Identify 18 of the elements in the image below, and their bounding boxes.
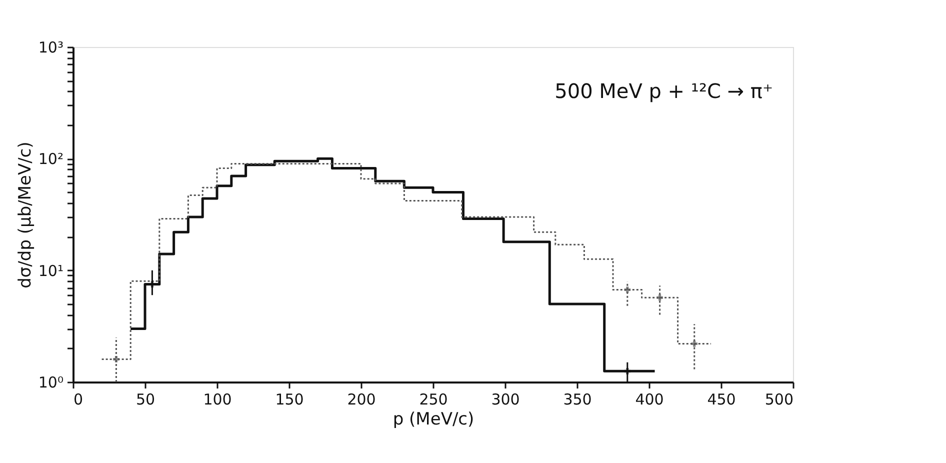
y-axis-title: dσ/dp (μb/MeV/c) [15, 142, 36, 288]
x-tick-label: 350 [563, 390, 592, 408]
x-tick-label: 100 [203, 390, 232, 408]
annotation: 500 MeV p + ¹²C → π⁺ [554, 79, 773, 103]
y-tick-label: 10² [38, 150, 64, 168]
x-tick-label: 450 [707, 390, 736, 408]
x-tick-label: 250 [419, 390, 448, 408]
x-tick-label: 400 [635, 390, 664, 408]
x-tick-label: 300 [491, 390, 520, 408]
x-axis-title: p (MeV/c) [392, 410, 474, 430]
x-tick-label: 500 [764, 390, 794, 408]
y-tick-label: 10³ [38, 38, 64, 56]
x-tick-label: 200 [347, 390, 376, 408]
y-tick-label: 10¹ [38, 262, 64, 280]
x-tick-label: 50 [136, 390, 156, 408]
x-tick-label: 150 [275, 390, 304, 408]
y-tick-label: 10⁰ [38, 374, 64, 392]
x-tick-label: 0 [74, 390, 84, 408]
